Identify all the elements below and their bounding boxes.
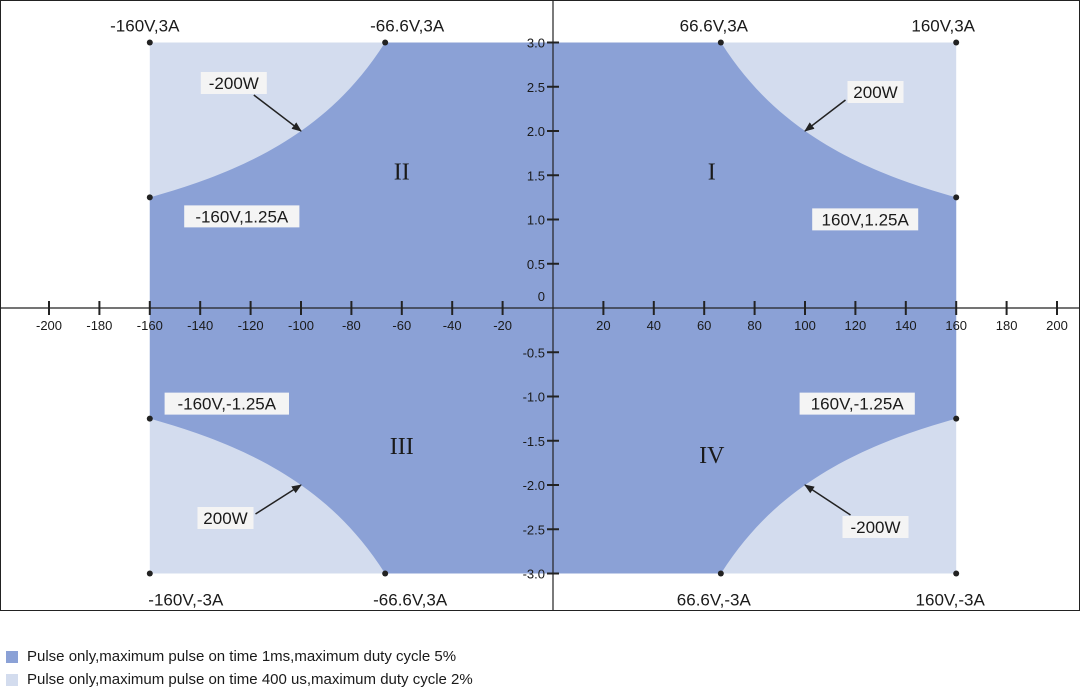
y-tick-label: -2.5	[523, 522, 545, 537]
corner-label: -66.6V,3A	[370, 17, 445, 36]
power-label-box	[197, 507, 254, 529]
legend-item-pulse-400us: Pulse only,maximum pulse on time 400 us,…	[6, 668, 473, 691]
power-label: -200W	[850, 518, 900, 537]
power-arrow	[804, 484, 851, 516]
x-tick-label: 160	[945, 318, 967, 333]
y-tick-label: -3.0	[523, 567, 545, 582]
power-arrow	[253, 94, 302, 132]
power-arrow	[804, 99, 846, 132]
quadrant-label: I	[708, 160, 716, 186]
corner-point	[382, 39, 389, 46]
corner-point	[146, 194, 153, 201]
corner-label: -160V,-3A	[148, 591, 224, 610]
axes-layer: -200 -180 -160 -140 -120 -100 -80 -60 -40 -20 20 40…	[0, 0, 1080, 611]
x-tick-label: 60	[697, 318, 711, 333]
y-tick-label: -1.5	[523, 434, 545, 449]
corner-points-layer	[146, 39, 960, 577]
quadrant-label: II	[394, 160, 410, 186]
legend-swatch-dark	[6, 650, 18, 663]
power-label-box	[842, 516, 909, 538]
legend-label-pulse-1ms: Pulse only,maximum pulse on time 1ms,max…	[27, 648, 457, 665]
power-label: 200W	[203, 509, 247, 528]
x-tick-label: -160	[137, 318, 163, 333]
x-tick-label: -100	[288, 318, 314, 333]
power-label: 200W	[853, 83, 897, 102]
corner-label: 66.6V,3A	[680, 17, 749, 36]
legend-swatch-light	[6, 673, 18, 686]
x-tick-label: -200	[36, 318, 62, 333]
power-arrow	[255, 484, 302, 515]
legend-label-pulse-400us: Pulse only,maximum pulse on time 400 us,…	[27, 671, 473, 688]
corner-label: 160V,-3A	[916, 591, 986, 610]
x-tick-label: -180	[86, 318, 112, 333]
soa-chart: -200 -180 -160 -140 -120 -100 -80 -60 -40 -20 20 40…	[0, 0, 1080, 611]
corner-point	[953, 415, 960, 422]
x-tick-label: 20	[596, 318, 610, 333]
corner-label: 66.6V,-3A	[677, 591, 752, 610]
y-tick-label: 0	[538, 289, 545, 304]
corner-label: 160V,1.25A	[822, 210, 910, 229]
y-tick-label: -0.5	[523, 345, 545, 360]
corner-label-box	[164, 392, 289, 415]
corner-label: 160V,-1.25A	[811, 395, 905, 414]
power-label: -200W	[209, 74, 259, 93]
corner-label-box	[799, 392, 915, 415]
x-tick-label: 80	[747, 318, 761, 333]
corner-point	[953, 39, 960, 46]
x-tick-label: -40	[443, 318, 462, 333]
legend: Pulse only,maximum pulse on time 1ms,max…	[6, 645, 473, 691]
corner-label-box	[812, 208, 919, 231]
corner-point	[717, 39, 724, 46]
power-label-box	[200, 72, 267, 94]
corner-label: -160V,-1.25A	[177, 395, 276, 414]
x-tick-label: 180	[996, 318, 1018, 333]
x-tick-label: -60	[392, 318, 411, 333]
quadrant-label: IV	[699, 443, 725, 469]
corner-point	[146, 570, 153, 577]
corner-point	[146, 39, 153, 46]
x-tick-label: 40	[647, 318, 661, 333]
y-tick-label: 3.0	[527, 36, 545, 51]
corner-label-box	[184, 205, 300, 228]
corner-point	[953, 570, 960, 577]
corner-point	[146, 415, 153, 422]
y-tick-label: 1.5	[527, 168, 545, 183]
x-tick-label: 200	[1046, 318, 1068, 333]
corner-label: -160V,1.25A	[195, 207, 289, 226]
y-tick-label: 1.0	[527, 213, 545, 228]
y-tick-label: 2.5	[527, 80, 545, 95]
y-tick-label: 0.5	[527, 257, 545, 272]
x-tick-label: -80	[342, 318, 361, 333]
power-label-box	[847, 81, 904, 103]
x-tick-label: -20	[493, 318, 512, 333]
corner-label: -66.6V,3A	[373, 591, 448, 610]
labels-layer: -160V,3A -66.6V,3A 66.6V,3A 160V,3A -160V,1.…	[110, 17, 985, 610]
y-tick-label: -1.0	[523, 390, 545, 405]
corner-point	[717, 570, 724, 577]
y-tick-label: -2.0	[523, 478, 545, 493]
corner-point	[382, 570, 389, 577]
x-tick-label: 140	[895, 318, 917, 333]
x-tick-label: 100	[794, 318, 816, 333]
quadrant-label: III	[390, 434, 414, 460]
x-tick-label: -140	[187, 318, 213, 333]
corner-point	[953, 194, 960, 201]
x-tick-label: -120	[238, 318, 264, 333]
y-tick-label: 2.0	[527, 124, 545, 139]
corner-label: -160V,3A	[110, 17, 180, 36]
corner-label: 160V,3A	[911, 17, 975, 36]
x-tick-label: 120	[845, 318, 867, 333]
legend-item-pulse-1ms: Pulse only,maximum pulse on time 1ms,max…	[6, 645, 473, 668]
